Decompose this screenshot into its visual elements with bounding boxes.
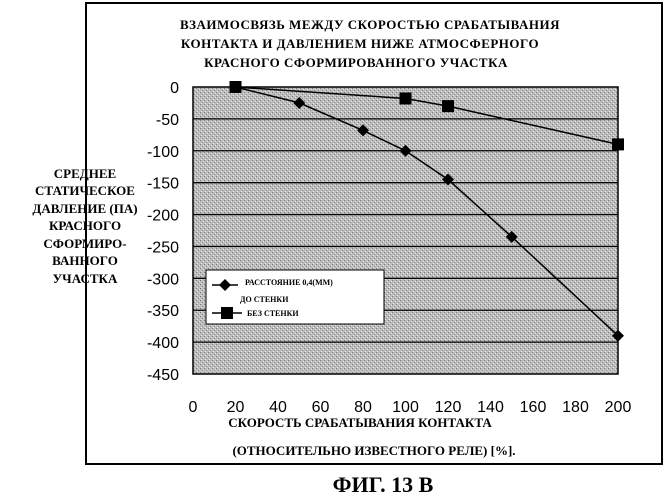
- x-tick-label: 120: [435, 399, 462, 416]
- legend-label-series-1-line-2: ДО СТЕНКИ: [240, 295, 289, 304]
- legend-label-series-2: БЕЗ СТЕНКИ: [247, 309, 299, 318]
- y-tick-label: -400: [147, 335, 179, 352]
- x-axis-label-line-1: СКОРОСТЬ СРАБАТЫВАНИЯ КОНТАКТА: [228, 415, 492, 430]
- x-axis-label-line-2: (ОТНОСИТЕЛЬНО ИЗВЕСТНОГО РЕЛЕ) [%].: [232, 443, 515, 458]
- y-axis-label-line-5: СФОРМИРО-: [43, 236, 126, 251]
- x-tick-label: 200: [605, 399, 632, 416]
- x-tick-label: 20: [227, 399, 245, 416]
- y-axis-label-line-6: ВАННОГО: [52, 253, 118, 268]
- y-tick-label: -50: [156, 112, 179, 129]
- y-axis-label-line-4: КРАСНОГО: [49, 218, 121, 233]
- y-axis-label-line-3: ДАВЛЕНИЕ (ПА): [32, 201, 137, 216]
- figure-caption: ФИГ. 13 В: [333, 472, 434, 497]
- x-tick-label: 80: [354, 399, 372, 416]
- y-axis-label-line-2: СТАТИЧЕСКОЕ: [35, 183, 135, 198]
- x-tick-label: 100: [392, 399, 419, 416]
- legend-marker-square: [221, 307, 233, 319]
- chart-title-line-2: КОНТАКТА И ДАВЛЕНИЕМ НИЖЕ АТМОСФЕРНОГО: [181, 36, 539, 51]
- y-axis-label-line-7: УЧАСТКА: [53, 271, 118, 286]
- legend: РАССТОЯНИЕ 0,4(ММ) ДО СТЕНКИ БЕЗ СТЕНКИ: [206, 270, 384, 324]
- x-tick-label: 0: [189, 399, 198, 416]
- x-tick-label: 60: [312, 399, 330, 416]
- y-tick-label: -350: [147, 303, 179, 320]
- data-point-square: [400, 92, 412, 104]
- y-tick-label: -150: [147, 176, 179, 193]
- y-tick-label: -300: [147, 271, 179, 288]
- x-tick-label: 160: [520, 399, 547, 416]
- y-tick-label: -100: [147, 144, 179, 161]
- x-tick-label: 40: [269, 399, 287, 416]
- x-tick-label: 140: [477, 399, 504, 416]
- data-point-square: [230, 81, 242, 93]
- y-tick-label: 0: [170, 80, 179, 97]
- y-tick-label: -450: [147, 367, 179, 384]
- y-tick-label: -200: [147, 208, 179, 225]
- chart-title-line-3: КРАСНОГО СФОРМИРОВАННОГО УЧАСТКА: [204, 55, 508, 70]
- data-point-square: [612, 138, 624, 150]
- x-tick-label: 180: [562, 399, 589, 416]
- legend-label-series-1-line-1: РАССТОЯНИЕ 0,4(ММ): [245, 278, 333, 287]
- y-axis-label-line-1: СРЕДНЕЕ: [54, 166, 116, 181]
- data-point-square: [442, 100, 454, 112]
- chart-title-line-1: ВЗАИМОСВЯЗЬ МЕЖДУ СКОРОСТЬЮ СРАБАТЫВАНИЯ: [180, 17, 560, 32]
- y-tick-label: -250: [147, 239, 179, 256]
